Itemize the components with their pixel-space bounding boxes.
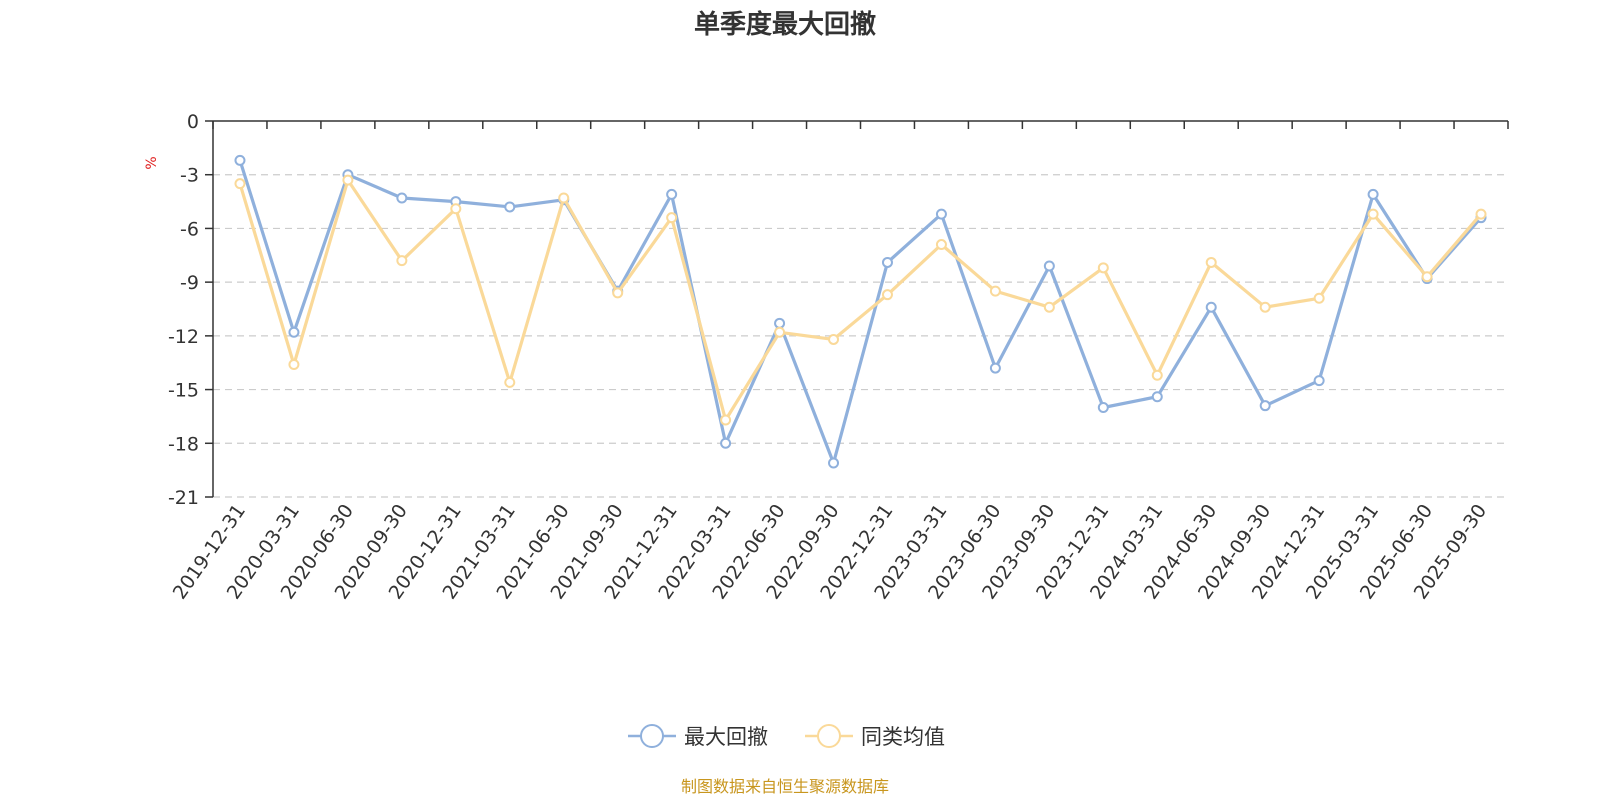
legend-marker-icon (817, 724, 841, 748)
y-tick-label: -6 (180, 218, 199, 240)
x-axis-ticks: 2019-12-312020-03-312020-06-302020-09-30… (169, 500, 1491, 603)
data-point (1097, 262, 1109, 274)
axes (205, 120, 1509, 498)
data-point (828, 333, 840, 345)
data-point (1151, 391, 1163, 403)
data-point (1313, 292, 1325, 304)
y-axis-unit: % (144, 156, 160, 169)
y-tick-label: -3 (180, 165, 199, 187)
data-point (342, 174, 354, 186)
data-point (1259, 301, 1271, 313)
series-line-2 (238, 178, 1483, 422)
data-point (1313, 375, 1325, 387)
data-point (935, 208, 947, 220)
data-point (828, 457, 840, 469)
data-point (1043, 301, 1055, 313)
data-point (396, 192, 408, 204)
data-point (774, 317, 786, 329)
data-point (666, 212, 678, 224)
data-point (1043, 260, 1055, 272)
data-point (450, 203, 462, 215)
data-point (881, 289, 893, 301)
legend-label: 最大回撤 (684, 725, 768, 749)
legend-marker-icon (640, 724, 664, 748)
y-tick-label: -18 (168, 433, 199, 455)
legend-label: 同类均值 (861, 725, 945, 749)
data-point (720, 437, 732, 449)
data-point (288, 359, 300, 371)
data-point (935, 239, 947, 251)
data-point (1367, 188, 1379, 200)
series-line-1 (238, 159, 1483, 465)
data-point (881, 256, 893, 268)
data-point (1421, 271, 1433, 283)
y-tick-label: -9 (180, 272, 199, 294)
data-point (774, 326, 786, 338)
data-source-note: 制图数据来自恒生聚源数据库 (681, 777, 889, 796)
y-tick-label: 0 (187, 111, 199, 133)
data-point (1259, 400, 1271, 412)
data-point (1367, 208, 1379, 220)
data-point (234, 178, 246, 190)
data-point (666, 188, 678, 200)
series-lines (234, 154, 1487, 469)
data-point (1475, 208, 1487, 220)
grid-lines (213, 174, 1508, 498)
y-axis-ticks: 0 -3 -6 -9 -12 -15 -18 -21 (168, 111, 199, 509)
data-point (989, 285, 1001, 297)
data-point (504, 201, 516, 213)
chart-title: 单季度最大回撤 (694, 9, 876, 40)
data-point (1151, 369, 1163, 381)
data-point (989, 362, 1001, 374)
y-tick-label: -12 (168, 326, 199, 348)
data-point (288, 326, 300, 338)
data-point (396, 255, 408, 267)
data-point (1097, 401, 1109, 413)
legend: 最大回撤 同类均值 (628, 724, 945, 749)
y-tick-label: -15 (168, 380, 199, 402)
data-point (234, 154, 246, 166)
data-point (720, 414, 732, 426)
y-tick-label: -21 (168, 487, 199, 509)
data-point (1205, 301, 1217, 313)
data-point (612, 287, 624, 299)
data-point (1205, 256, 1217, 268)
data-point (504, 376, 516, 388)
data-point (558, 192, 570, 204)
